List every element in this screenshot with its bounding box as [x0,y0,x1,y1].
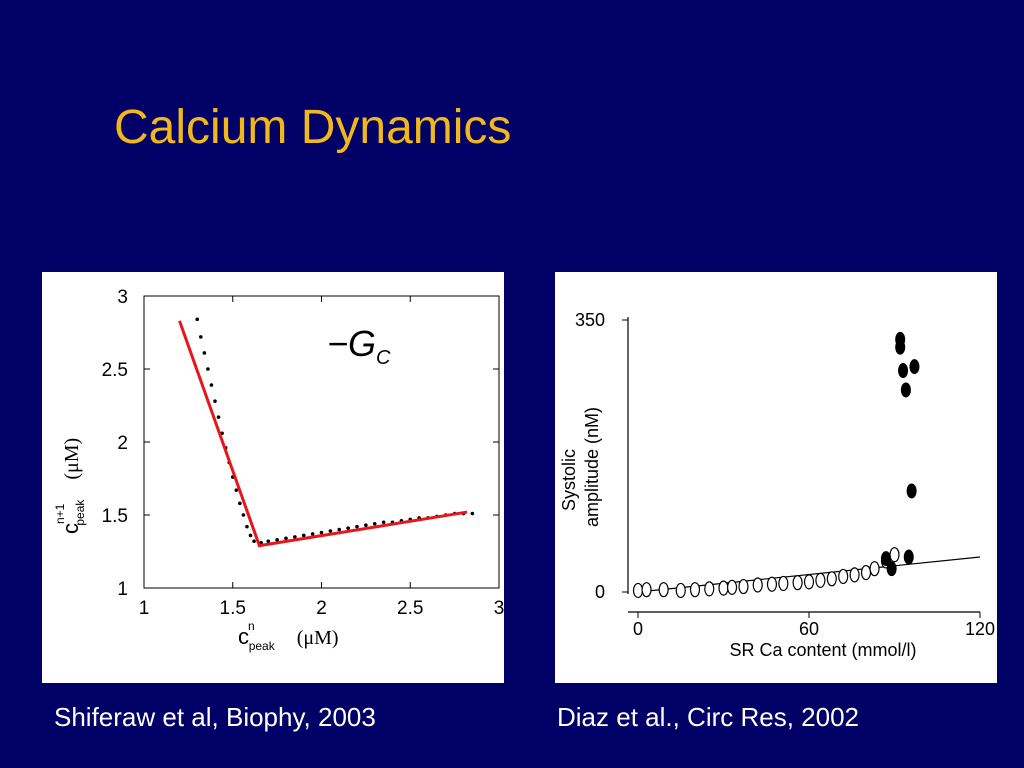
data-point [266,539,271,544]
data-point [319,530,324,535]
data-point [216,415,221,419]
data-point [310,532,315,536]
open-data-point [869,561,880,577]
open-data-point [704,581,715,597]
open-data-point [766,576,778,592]
open-data-point [726,579,738,595]
open-data-point [778,575,789,592]
open-data-point [738,578,749,595]
open-data-point [632,582,644,599]
right-chart-panel: 0 60 120 0 350 SR Ca content (mmol/l) Systolic… [555,272,997,683]
y-tick-label: 0 [595,582,605,602]
filled-data-point [903,549,914,565]
x-tick-label: 1.5 [220,598,246,619]
data-point [284,536,288,541]
data-point [372,521,377,526]
open-data-point [718,580,729,596]
open-data-point [803,574,815,590]
data-point [252,539,256,544]
filled-data-point [898,363,909,379]
x-tick-label: 60 [799,619,819,639]
open-data-point [889,547,900,563]
y-tick-label: 350 [575,310,605,330]
data-point [293,535,297,539]
data-point [301,533,306,538]
caption-right: Diaz et al., Circ Res, 2002 [557,702,860,732]
filled-data-point [886,561,897,577]
data-point [238,501,242,506]
caption-left: Shiferaw et al, Biophy, 2003 [54,702,376,732]
open-data-point [689,582,701,598]
data-point [337,527,342,532]
open-data-point [849,567,860,583]
open-data-point [792,575,803,591]
data-point [248,533,253,538]
open-data-point [658,582,669,598]
data-point [346,526,350,530]
y-axis-label-line2: amplitude (nM) [582,407,602,527]
data-point [364,523,368,528]
y-tick-label: 2 [117,433,128,454]
data-point [234,488,239,492]
data-point [213,399,217,403]
data-point [275,538,279,542]
data-point [202,351,207,355]
data-point [381,520,386,525]
data-point [470,511,475,516]
open-data-point [675,582,686,599]
right-chart: 0 60 120 0 350 SR Ca content (mmol/l) Systolic… [559,310,995,660]
data-point [209,383,214,387]
open-data-point [752,577,763,593]
x-tick-label: 1 [139,598,150,619]
plot-frame [143,295,500,589]
x-tick-label: 120 [965,619,995,639]
data-point [241,513,246,517]
data-point [195,317,200,322]
filled-data-point [895,339,906,355]
data-point [199,335,203,339]
data-point [245,524,249,529]
x-axis-label: SR Ca content (mmol/l) [729,640,916,660]
slide-title: Calcium Dynamics [114,101,512,154]
x-tick-label: 2.5 [397,598,423,619]
y-tick-label: 1.5 [102,506,128,527]
filled-data-point [906,483,917,499]
open-data-point [860,564,872,581]
open-data-point [826,571,837,587]
x-tick-label: 2 [316,598,327,619]
left-chart: 1 1.5 2 2.5 3 1 1.5 2 2.5 3 −GC cn peak (μM) cn+1 peak(… [53,287,504,653]
open-data-point [838,568,849,585]
open-data-point [641,582,652,598]
data-point [206,367,210,371]
filled-data-point [880,551,891,567]
fit-line [178,320,468,548]
x-tick-label: 3 [494,598,504,619]
y-tick-label: 3 [117,287,128,308]
data-point [328,529,333,533]
x-axis-label: cn peak (μM) [238,619,339,653]
filled-data-point [909,359,920,375]
data-point [259,540,263,545]
filled-data-point [900,382,911,398]
open-data-point [815,572,826,588]
y-axis-label: cn+1 peak(μM) [53,438,87,534]
gc-annotation: −GC [327,323,391,369]
left-chart-panel: 1 1.5 2 2.5 3 1 1.5 2 2.5 3 −GC cn peak (μM) cn+1 peak(… [42,272,504,683]
x-tick-label: 0 [633,619,643,639]
y-axis-label-line1: Systolic [559,449,579,511]
data-point [355,524,359,529]
y-tick-label: 2.5 [102,360,128,381]
y-tick-label: 1 [117,579,128,600]
